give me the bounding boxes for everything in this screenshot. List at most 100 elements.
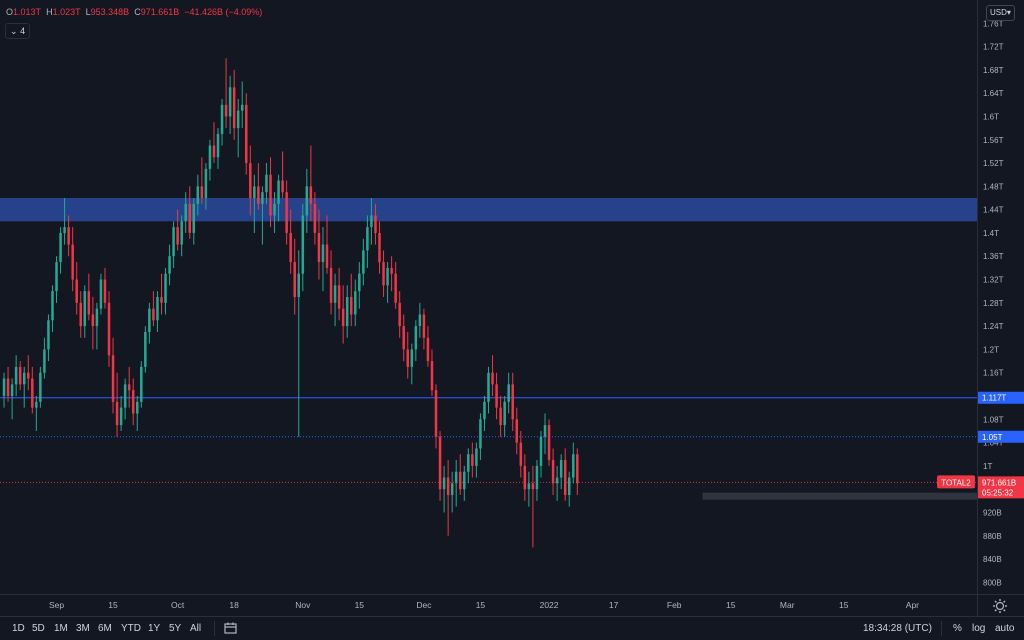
chevron-down-icon: ⌄ [10, 26, 18, 36]
indicators-count: 4 [20, 26, 26, 36]
time-tick-label: 15 [726, 600, 736, 610]
time-tick-label: Mar [780, 600, 795, 610]
price-tick-label: 1.36T [983, 252, 1004, 261]
candle-body [394, 273, 397, 303]
timeframe-1m-button[interactable]: 1M [54, 623, 68, 634]
candle-body [277, 180, 280, 204]
candle [539, 430, 543, 478]
candle [572, 442, 575, 484]
candle [188, 186, 191, 239]
price-chart[interactable]: TOTAL2 [0, 0, 977, 594]
time-axis[interactable]: Sep 15 Oct 18 Nov 15 Dec 15 2022 17 Feb 15 Mar 15 Apr [0, 594, 977, 616]
candle-body [471, 454, 474, 466]
candle-body [51, 291, 54, 321]
toolbar-divider [214, 621, 215, 636]
timeframe-3m-button[interactable]: 3M [76, 623, 90, 634]
candle-body [212, 145, 216, 158]
timeframe-6m-button[interactable]: 6M [98, 623, 112, 634]
timeframe-5y-button[interactable]: 5Y [169, 623, 182, 634]
candle [176, 209, 179, 251]
candle [55, 256, 58, 303]
axis-corner[interactable] [977, 594, 1024, 616]
candle-body [27, 372, 30, 379]
price-tick-label: 1.16T [983, 369, 1004, 378]
candle-body [382, 262, 385, 286]
last-price-badge-bg [978, 476, 1024, 499]
candle-body [220, 104, 224, 134]
price-tick-label: 1.04T [983, 439, 1004, 448]
auto-scale-button[interactable]: auto [995, 623, 1015, 634]
log-toggle-button[interactable]: log [972, 623, 986, 634]
candle-body [370, 215, 373, 228]
candle [200, 157, 204, 204]
candle [547, 419, 551, 466]
candle [366, 215, 369, 268]
timeframe-1y-button[interactable]: 1Y [148, 623, 161, 634]
candle [567, 471, 571, 507]
candle [313, 192, 317, 245]
candle [434, 384, 438, 449]
timeframe-1d-button[interactable]: 1D [12, 623, 25, 634]
candle [168, 244, 171, 286]
candle-body [547, 425, 551, 461]
candle [499, 396, 502, 437]
candle [79, 291, 82, 338]
candle-body [261, 192, 264, 204]
candle [115, 372, 119, 437]
candle-body [390, 267, 393, 274]
time-tick-label: 15 [476, 600, 486, 610]
candle [148, 302, 151, 344]
currency-label: USD [990, 8, 1007, 17]
candle-body [297, 273, 301, 297]
candle-body [495, 384, 498, 408]
candle-body [188, 203, 191, 233]
level-1117-badge-bg [978, 391, 1024, 404]
candle-body [249, 163, 252, 198]
time-tick-label: Apr [906, 600, 919, 610]
candle-body [35, 401, 38, 408]
candle-body [192, 203, 196, 233]
indicators-toggle-button[interactable]: ⌄ 4 [5, 23, 31, 39]
utc-clock[interactable]: 18:34:28 (UTC) [863, 623, 932, 634]
candle-body [71, 244, 74, 280]
candle-body [301, 215, 305, 274]
timeframe-all-button[interactable]: All [190, 623, 202, 634]
currency-selector[interactable]: USD▾ [986, 5, 1015, 21]
candle [515, 407, 519, 455]
candle [111, 337, 115, 414]
candle-body [14, 366, 18, 385]
candle-body [200, 186, 204, 198]
timeframe-ytd-button[interactable]: YTD [121, 623, 141, 634]
candle [212, 122, 216, 164]
candle-body [176, 227, 179, 245]
candle-body [406, 349, 410, 367]
candle-body [253, 186, 256, 198]
price-tick-label: 1.68T [983, 66, 1004, 75]
time-tick-label: Dec [416, 600, 432, 610]
candle-body [144, 331, 147, 367]
time-tick-label: 18 [229, 600, 239, 610]
gear-icon[interactable] [978, 595, 1024, 617]
candle [257, 163, 260, 210]
last-price-label: 971.661B [982, 478, 1016, 487]
percent-toggle-button[interactable]: % [953, 623, 962, 634]
candle-body [95, 308, 99, 327]
candle [337, 267, 341, 321]
candle [180, 215, 183, 257]
price-axis[interactable]: 1.76T 1.72T 1.68T 1.64T 1.6T 1.56T 1.52T 1.48T 1… [977, 0, 1024, 594]
chart-area[interactable]: TOTAL2 O1.013T H1.023T L953.348B C971.66… [0, 0, 977, 594]
timeframe-5d-button[interactable]: 5D [32, 623, 45, 634]
candle [410, 343, 414, 385]
candle-body [321, 244, 325, 263]
candle-body [535, 465, 539, 490]
candle-body [475, 448, 478, 466]
candle-body [337, 285, 341, 309]
price-tick-label: 1.28T [983, 299, 1004, 308]
candle-body [140, 366, 143, 402]
date-range-icon[interactable] [224, 622, 238, 635]
price-tick-label: 1.08T [983, 415, 1004, 424]
candle-body [160, 297, 163, 303]
candle [131, 378, 135, 426]
candle-body [515, 419, 519, 443]
candle [309, 145, 313, 222]
